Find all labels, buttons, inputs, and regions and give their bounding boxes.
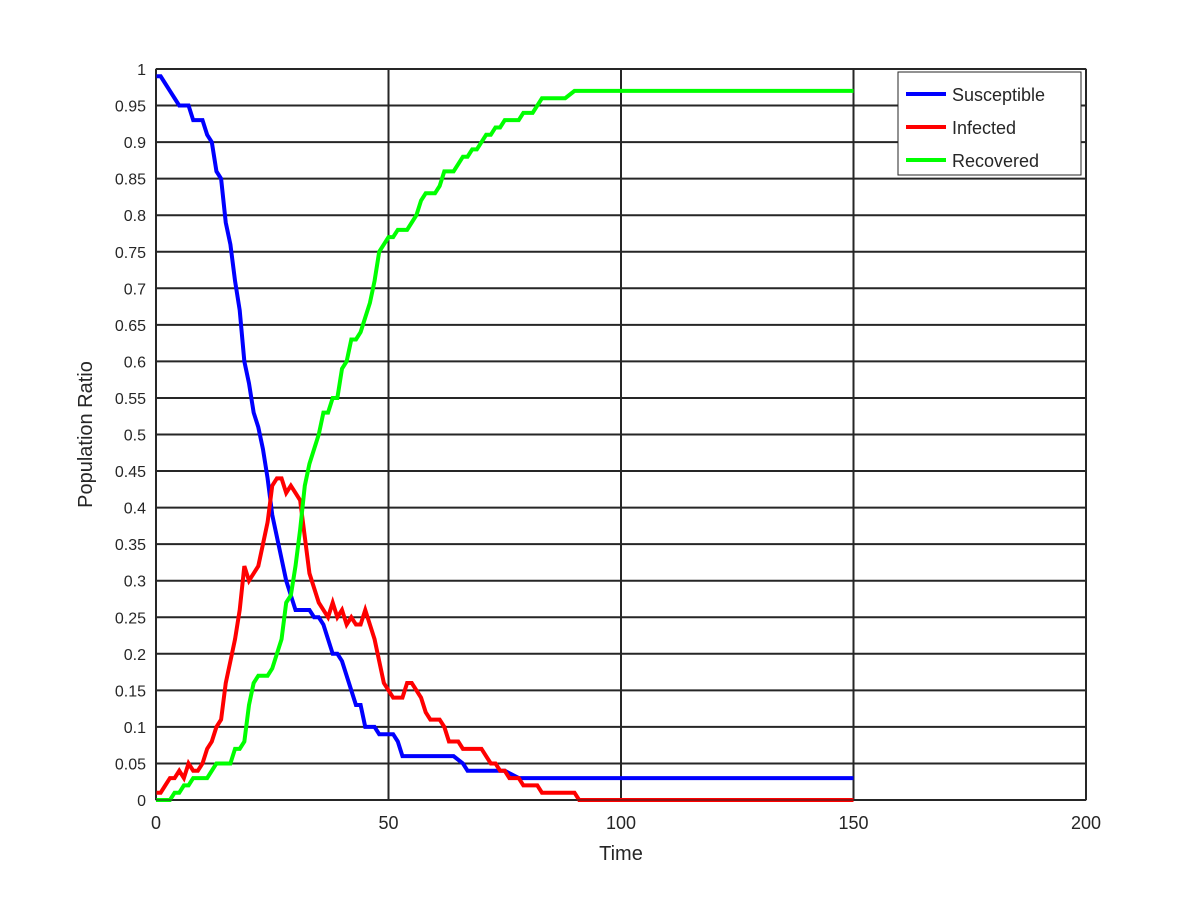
y-tick-label: 0.95 — [115, 99, 146, 116]
series-line-infected — [156, 476, 854, 802]
legend[interactable]: Susceptible Infected Recovered — [897, 71, 1082, 176]
y-tick-label: 0.1 — [124, 720, 146, 737]
y-axis-ticks: 0 0.05 0.1 0.15 0.2 0.25 0.3 0.35 0.4 0.45 0.5 0.55… — [115, 62, 146, 810]
y-tick-label: 0.45 — [115, 464, 146, 481]
y-tick-label: 0.9 — [124, 135, 146, 152]
y-tick-label: 0.25 — [115, 610, 146, 627]
grid-lines — [155, 68, 1087, 801]
legend-box — [897, 71, 1082, 176]
y-tick-label: 0.6 — [124, 354, 146, 371]
series-lines — [156, 74, 854, 802]
legend-label-infected: Infected — [952, 118, 1016, 138]
x-tick-label: 0 — [151, 813, 161, 833]
y-tick-label: 0.4 — [124, 501, 146, 518]
x-tick-label: 150 — [838, 813, 868, 833]
legend-label-recovered: Recovered — [952, 151, 1039, 171]
y-tick-label: 0.75 — [115, 245, 146, 262]
y-axis-label: Population Ratio — [75, 361, 97, 508]
legend-label-susceptible: Susceptible — [952, 85, 1045, 105]
y-tick-label: 0.3 — [124, 574, 146, 591]
y-tick-label: 0.35 — [115, 537, 146, 554]
x-axis-label: Time — [599, 843, 643, 865]
series-line-susceptible — [156, 74, 854, 781]
y-tick-label: 0.5 — [124, 428, 146, 445]
y-tick-label: 0.2 — [124, 647, 146, 664]
y-tick-label: 0.65 — [115, 318, 146, 335]
series-line-recovered — [156, 88, 854, 802]
y-tick-label: 0.85 — [115, 172, 146, 189]
plot-frame — [155, 68, 1087, 801]
y-tick-label: 0.7 — [124, 281, 146, 298]
x-tick-label: 100 — [606, 813, 636, 833]
y-tick-label: 1 — [137, 62, 146, 79]
x-tick-label: 50 — [378, 813, 398, 833]
y-tick-label: 0.55 — [115, 391, 146, 408]
y-tick-label: 0 — [137, 793, 146, 810]
y-tick-label: 0.8 — [124, 208, 146, 225]
y-tick-label: 0.15 — [115, 683, 146, 700]
x-tick-label: 200 — [1071, 813, 1101, 833]
x-axis-ticks: 0 50 100 150 200 — [151, 813, 1101, 833]
y-tick-label: 0.05 — [115, 756, 146, 773]
